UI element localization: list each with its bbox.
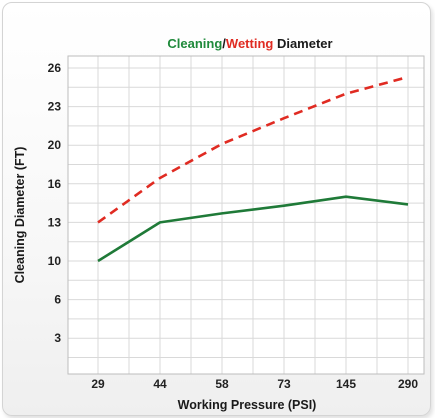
y-tick-label: 10 <box>48 254 62 268</box>
y-tick-label: 6 <box>54 293 61 307</box>
y-tick-label: 23 <box>48 100 62 114</box>
y-tick-label: 20 <box>48 138 62 152</box>
x-tick-label: 58 <box>215 377 229 391</box>
title-part: Wetting <box>226 36 273 51</box>
series-line-cleaning <box>97 195 409 263</box>
x-tick-label: 44 <box>153 377 167 391</box>
y-tick-label: 13 <box>48 215 62 229</box>
y-axis-label: Cleaning Diameter (FT) <box>13 147 27 284</box>
x-tick-label: 73 <box>277 377 291 391</box>
plot-border <box>67 55 425 375</box>
x-tick-labels: 29 44 58 73 145 290 <box>91 377 418 391</box>
y-tick-labels: 26 23 20 16 13 10 6 3 <box>48 61 62 345</box>
series-line-wetting <box>97 75 409 224</box>
chart-title: Cleaning/Wetting Diameter <box>167 36 332 51</box>
series-layer <box>97 75 409 263</box>
y-tick-label: 16 <box>48 177 62 191</box>
title-part: / <box>222 36 226 51</box>
plot-area <box>68 56 424 374</box>
x-axis-label: Working Pressure (PSI) <box>178 398 317 412</box>
x-tick-label: 290 <box>398 377 418 391</box>
y-tick-label: 26 <box>48 61 62 75</box>
title-part: Diameter <box>273 36 332 51</box>
x-tick-label: 145 <box>336 377 356 391</box>
y-tick-label: 3 <box>54 331 61 345</box>
title-part: Cleaning <box>167 36 222 51</box>
x-tick-label: 29 <box>91 377 105 391</box>
